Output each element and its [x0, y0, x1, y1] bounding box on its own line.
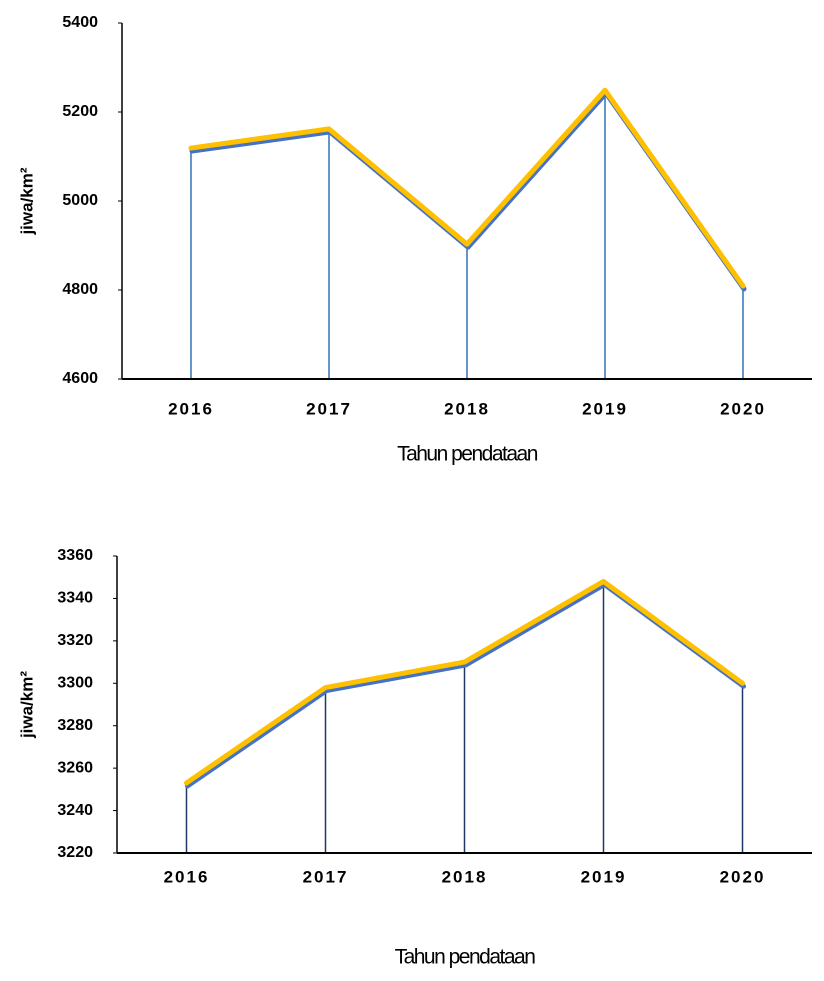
y-tick-label: 3240: [57, 802, 93, 819]
y-axis-title: jiwa/km²: [17, 671, 36, 739]
y-tick-label: 5400: [62, 14, 98, 31]
x-tick-label: 2019: [582, 399, 628, 418]
x-tick-label: 2018: [442, 867, 488, 886]
line-shadow: [189, 90, 747, 292]
x-tick-label: 2016: [164, 867, 210, 886]
x-tick-label: 2017: [306, 399, 352, 418]
y-tick-label: 3220: [57, 844, 93, 861]
line-shadow: [185, 581, 746, 789]
y-tick-label: 3260: [57, 759, 93, 776]
y-tick-label: 4800: [62, 281, 98, 298]
y-tick-label: 3340: [57, 590, 93, 607]
line: [184, 578, 745, 786]
x-tick-label: 2018: [444, 399, 490, 418]
y-axis-title: jiwa/km²: [17, 167, 36, 235]
x-tick-label: 2020: [720, 867, 766, 886]
y-tick-label: 5000: [62, 192, 98, 209]
x-tick-label: 2016: [168, 399, 214, 418]
x-axis-title: Tahun pendataan: [397, 443, 538, 466]
y-tick-label: 3360: [57, 547, 93, 564]
x-tick-label: 2020: [720, 399, 766, 418]
y-tick-label: 4600: [62, 370, 98, 387]
y-tick-label: 3300: [57, 675, 93, 692]
y-tick-label: 3320: [57, 632, 93, 649]
x-axis-title: Tahun pendataan: [395, 946, 536, 969]
y-tick-label: 5200: [62, 103, 98, 120]
line: [188, 87, 746, 289]
y-tick-label: 3280: [57, 717, 93, 734]
x-tick-label: 2017: [303, 867, 349, 886]
x-tick-label: 2019: [581, 867, 627, 886]
